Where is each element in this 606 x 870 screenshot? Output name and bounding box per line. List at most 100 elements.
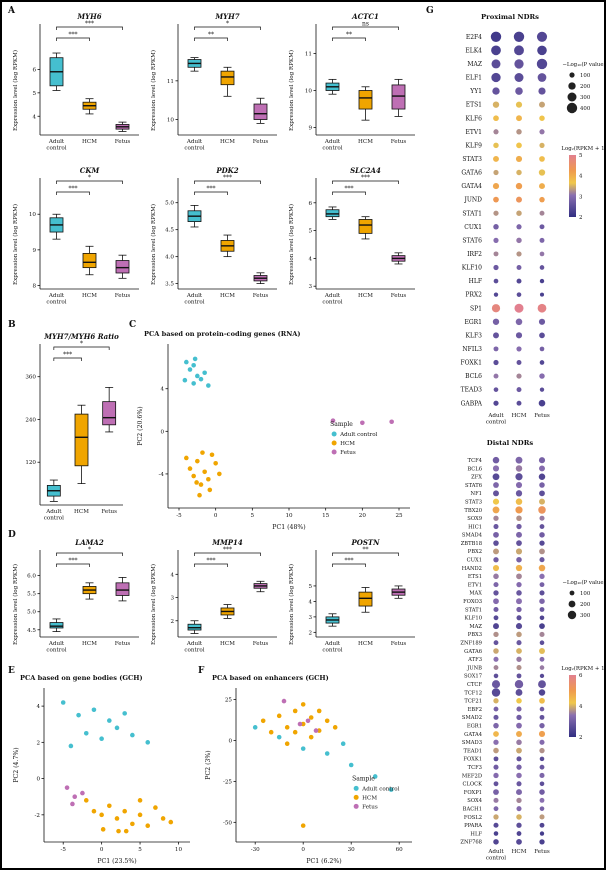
svg-text:PCA based on gene bodies (GCH): PCA based on gene bodies (GCH) xyxy=(20,674,143,682)
panel-label-c: C xyxy=(129,320,137,330)
svg-text:3: 3 xyxy=(308,615,312,621)
svg-text:**: ** xyxy=(208,32,214,39)
svg-text:6: 6 xyxy=(579,673,583,679)
svg-text:10: 10 xyxy=(175,847,183,853)
svg-text:IRF2: IRF2 xyxy=(467,251,482,258)
svg-text:control: control xyxy=(486,420,506,426)
svg-text:control: control xyxy=(322,300,342,306)
svg-text:KLF10: KLF10 xyxy=(462,265,482,272)
svg-text:Adult: Adult xyxy=(48,139,65,145)
svg-text:ACTC1: ACTC1 xyxy=(351,12,379,21)
panel-label-f: F xyxy=(198,666,205,676)
svg-text:E2F4: E2F4 xyxy=(466,34,482,41)
svg-text:200: 200 xyxy=(580,84,591,90)
svg-text:6: 6 xyxy=(308,201,312,207)
svg-text:4.5: 4.5 xyxy=(165,228,174,234)
svg-text:TBX20: TBX20 xyxy=(464,508,482,514)
svg-text:4: 4 xyxy=(308,599,312,605)
svg-text:Fetus: Fetus xyxy=(391,139,407,145)
svg-text:ZNF189: ZNF189 xyxy=(460,641,482,647)
svg-text:ETV1: ETV1 xyxy=(465,129,482,136)
panel-label-e: E xyxy=(8,666,15,676)
svg-text:MEF2D: MEF2D xyxy=(462,773,482,779)
svg-text:Fetus: Fetus xyxy=(253,139,269,145)
svg-text:JUND: JUND xyxy=(463,197,482,204)
svg-text:HCM: HCM xyxy=(512,413,527,419)
svg-text:ATF3: ATF3 xyxy=(467,657,482,663)
svg-text:STAT6: STAT6 xyxy=(462,237,482,244)
svg-text:HCM: HCM xyxy=(82,293,97,299)
svg-text:3: 3 xyxy=(308,284,312,290)
svg-text:ETV1: ETV1 xyxy=(468,582,482,588)
svg-text:-30: -30 xyxy=(251,847,260,853)
svg-text:9: 9 xyxy=(308,126,312,132)
svg-text:YY1: YY1 xyxy=(469,88,482,95)
svg-text:ZNF768: ZNF768 xyxy=(460,840,482,846)
svg-text:BCL6: BCL6 xyxy=(467,466,482,472)
svg-text:FOXO3: FOXO3 xyxy=(463,599,482,605)
svg-text:FOXK1: FOXK1 xyxy=(463,757,482,763)
svg-text:3: 3 xyxy=(579,194,583,200)
svg-text:JUNB: JUNB xyxy=(466,665,482,671)
svg-text:control: control xyxy=(44,516,64,522)
svg-text:EGR1: EGR1 xyxy=(467,724,482,730)
svg-text:***: *** xyxy=(69,558,78,565)
svg-text:BCL6: BCL6 xyxy=(465,373,482,380)
svg-text:GATA4: GATA4 xyxy=(461,183,482,190)
boxplot-pdk2: PDK2 Expression level (log RPKM) 3.5 4.0 4.5… xyxy=(148,164,282,316)
svg-text:control: control xyxy=(322,146,342,152)
boxplot-postn: POSTN Expression level (log RPKM) 2 3 4 5 Adul… xyxy=(286,536,420,664)
svg-text:PPARA: PPARA xyxy=(464,823,482,829)
svg-text:Fetus: Fetus xyxy=(340,450,356,456)
svg-text:11: 11 xyxy=(305,51,312,57)
svg-text:Expression level (log RPKM): Expression level (log RPKM) xyxy=(150,204,157,285)
svg-text:PCA based on protein-coding ge: PCA based on protein-coding genes (RNA) xyxy=(144,330,300,338)
svg-text:2: 2 xyxy=(579,735,582,741)
svg-text:control: control xyxy=(46,648,66,654)
svg-text:HCM: HCM xyxy=(74,509,89,515)
svg-text:4.5: 4.5 xyxy=(27,628,36,634)
svg-text:TCF3: TCF3 xyxy=(468,765,482,771)
svg-text:***: *** xyxy=(223,547,232,554)
panel-label-a: A xyxy=(8,6,15,16)
svg-text:MYH7: MYH7 xyxy=(214,12,239,21)
svg-text:Distal NDRs: Distal NDRs xyxy=(487,439,534,447)
svg-text:SLC2A4: SLC2A4 xyxy=(350,166,381,175)
svg-text:-5: -5 xyxy=(176,513,182,519)
svg-text:PBX3: PBX3 xyxy=(468,632,482,638)
svg-text:KLF10: KLF10 xyxy=(464,616,482,622)
svg-text:Adult: Adult xyxy=(487,849,504,855)
svg-text:2: 2 xyxy=(36,740,40,746)
svg-text:3: 3 xyxy=(170,596,174,602)
svg-text:HCM: HCM xyxy=(82,641,97,647)
svg-text:***: *** xyxy=(345,186,354,193)
svg-text:5: 5 xyxy=(138,847,142,853)
svg-text:PC1 (6.2%): PC1 (6.2%) xyxy=(306,858,341,865)
svg-text:-5: -5 xyxy=(60,847,66,853)
svg-text:4: 4 xyxy=(308,256,312,262)
svg-text:0: 0 xyxy=(301,847,305,853)
svg-text:20: 20 xyxy=(359,513,367,519)
svg-text:4: 4 xyxy=(579,704,583,710)
svg-text:HCM: HCM xyxy=(358,139,373,145)
svg-text:Fetus: Fetus xyxy=(115,139,131,145)
svg-text:control: control xyxy=(184,300,204,306)
svg-text:*: * xyxy=(88,547,91,554)
svg-text:25: 25 xyxy=(395,513,403,519)
svg-text:POSTN: POSTN xyxy=(350,538,380,547)
svg-text:SMAD2: SMAD2 xyxy=(462,715,482,721)
svg-text:BACH1: BACH1 xyxy=(463,806,482,812)
svg-text:Expression level (log RPKM): Expression level (log RPKM) xyxy=(288,564,295,645)
svg-text:300: 300 xyxy=(580,613,591,619)
svg-text:MAZ: MAZ xyxy=(467,61,482,68)
svg-text:300: 300 xyxy=(580,95,591,101)
svg-text:-25: -25 xyxy=(223,779,232,785)
svg-text:Expression level (log RPKM): Expression level (log RPKM) xyxy=(288,50,295,131)
svg-text:MAX: MAX xyxy=(469,591,482,597)
svg-text:FOSL2: FOSL2 xyxy=(464,815,482,821)
svg-text:4: 4 xyxy=(579,174,583,180)
svg-text:TCF21: TCF21 xyxy=(464,699,482,705)
svg-text:PRX2: PRX2 xyxy=(465,292,482,299)
svg-text:-4: -4 xyxy=(159,472,165,478)
svg-text:10: 10 xyxy=(305,89,313,95)
